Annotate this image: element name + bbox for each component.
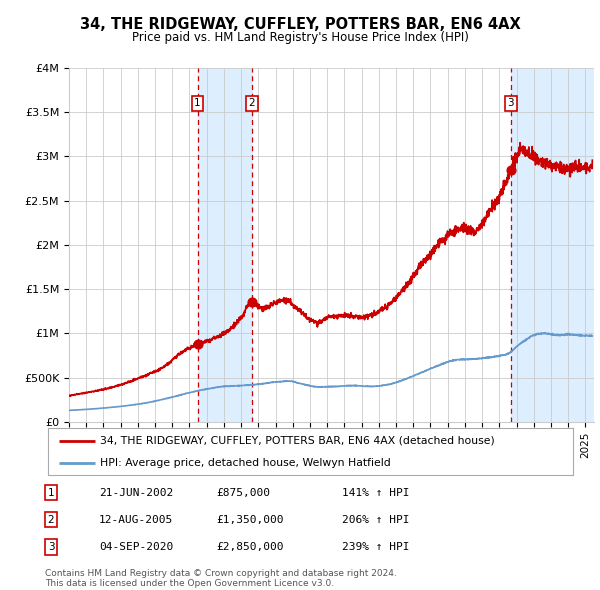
Text: 2: 2 — [47, 515, 55, 525]
Text: 1: 1 — [194, 99, 201, 108]
Text: £875,000: £875,000 — [216, 488, 270, 497]
Text: 206% ↑ HPI: 206% ↑ HPI — [342, 515, 409, 525]
Text: 12-AUG-2005: 12-AUG-2005 — [99, 515, 173, 525]
Point — [193, 340, 202, 349]
Bar — [197, 68, 252, 422]
Text: 21-JUN-2002: 21-JUN-2002 — [99, 488, 173, 497]
Text: Price paid vs. HM Land Registry's House Price Index (HPI): Price paid vs. HM Land Registry's House … — [131, 31, 469, 44]
Text: 3: 3 — [508, 99, 514, 108]
Text: £1,350,000: £1,350,000 — [216, 515, 284, 525]
Text: 1: 1 — [47, 488, 55, 497]
Text: 2: 2 — [248, 99, 255, 108]
Text: 04-SEP-2020: 04-SEP-2020 — [99, 542, 173, 552]
Point — [506, 165, 515, 175]
Text: 239% ↑ HPI: 239% ↑ HPI — [342, 542, 409, 552]
Text: Contains HM Land Registry data © Crown copyright and database right 2024.
This d: Contains HM Land Registry data © Crown c… — [45, 569, 397, 588]
Text: 141% ↑ HPI: 141% ↑ HPI — [342, 488, 409, 497]
Text: 34, THE RIDGEWAY, CUFFLEY, POTTERS BAR, EN6 4AX: 34, THE RIDGEWAY, CUFFLEY, POTTERS BAR, … — [80, 17, 520, 31]
Bar — [511, 68, 594, 422]
Text: 3: 3 — [47, 542, 55, 552]
Text: HPI: Average price, detached house, Welwyn Hatfield: HPI: Average price, detached house, Welw… — [101, 458, 391, 468]
Text: 34, THE RIDGEWAY, CUFFLEY, POTTERS BAR, EN6 4AX (detached house): 34, THE RIDGEWAY, CUFFLEY, POTTERS BAR, … — [101, 436, 495, 446]
Text: £2,850,000: £2,850,000 — [216, 542, 284, 552]
Point — [247, 297, 257, 307]
